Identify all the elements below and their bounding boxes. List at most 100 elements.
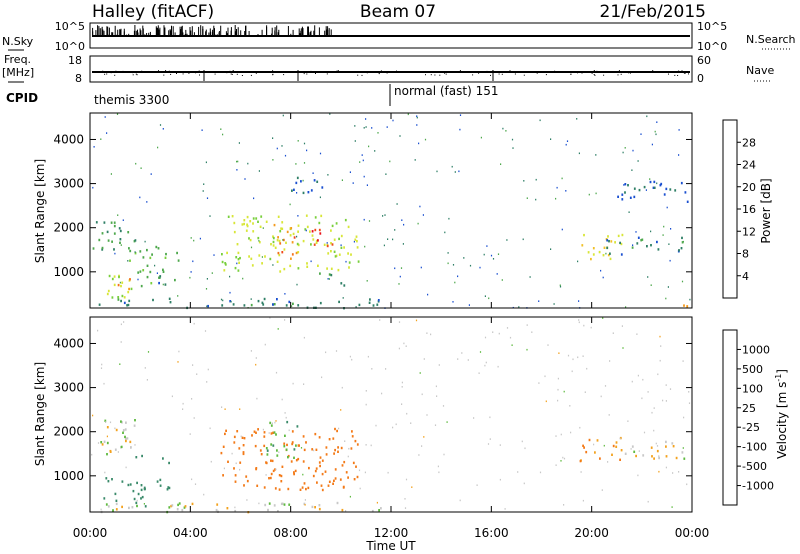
velocity-echo-cell — [103, 497, 106, 500]
power-echo-cell — [681, 241, 684, 244]
nave-dot — [97, 71, 99, 73]
velocity-echo-cell — [106, 453, 108, 456]
velocity-echo-cell — [624, 452, 627, 455]
power-echo-cell — [116, 113, 119, 115]
power-echo-cell — [120, 284, 122, 288]
velocity-echo-cell — [659, 335, 661, 338]
power-echo-cell — [338, 237, 340, 241]
velocity-echo-cell — [348, 447, 350, 450]
power-echo-cell — [318, 228, 321, 232]
power-echo-cell — [269, 257, 272, 261]
power-echo-cell — [427, 293, 429, 296]
velocity-echo-cell — [352, 461, 355, 465]
nave-dot — [366, 72, 368, 74]
nave-tick-bottom: 0 — [697, 72, 704, 85]
velocity-echo-cell — [662, 399, 664, 402]
power-echo-cell — [119, 241, 121, 244]
velocity-echo-cell — [274, 487, 277, 490]
velocity-echo-cell — [292, 382, 294, 385]
power-echo-cell — [529, 276, 531, 278]
velocity-echo-cell — [194, 483, 197, 485]
power-echo-cell — [479, 266, 481, 269]
nave-dot — [337, 70, 339, 72]
power-echo-cell — [272, 137, 274, 139]
velocity-echo-cell — [117, 451, 119, 453]
power-echo-cell — [363, 218, 365, 221]
power-echo-cell — [556, 186, 558, 189]
velocity-echo-cell — [341, 464, 344, 467]
velocity-echo-cell — [227, 460, 229, 463]
velocity-echo-cell — [423, 358, 425, 360]
power-echo-cell — [258, 254, 261, 257]
power-echo-cell — [146, 264, 149, 267]
velocity-echo-cell — [192, 364, 194, 366]
power-echo-cell — [451, 165, 453, 168]
velocity-echo-cell — [509, 336, 512, 339]
velocity-echo-cell — [335, 350, 338, 352]
velocity-echo-cell — [651, 455, 653, 458]
velocity-echo-cell — [181, 508, 184, 512]
power-echo-cell — [663, 193, 666, 196]
power-echo-cell — [327, 252, 330, 255]
velocity-echo-cell — [665, 400, 667, 402]
power-echo-cell — [621, 233, 624, 237]
power-echo-cell — [377, 300, 380, 303]
velocity-echo-cell — [270, 459, 272, 462]
power-echo-cell — [338, 300, 340, 304]
velocity-echo-cell — [124, 428, 127, 431]
velocity-echo-cell — [250, 350, 252, 352]
power-echo-cell — [297, 215, 299, 217]
nsky-tick-top: 10^5 — [55, 20, 85, 33]
velocity-echo-cell — [104, 419, 107, 422]
power-echo-cell — [113, 221, 116, 224]
power-echo-cell — [224, 263, 227, 266]
power-echo-cell — [628, 211, 630, 213]
velocity-echo-cell — [656, 445, 659, 447]
velocity-echo-cell — [365, 390, 367, 392]
nave-dot — [581, 72, 583, 74]
power-echo-cell — [205, 161, 207, 164]
velocity-echo-cell — [328, 438, 331, 441]
velocity-echo-cell — [162, 457, 164, 460]
velocity-echo-cell — [438, 364, 440, 366]
power-echo-cell — [318, 221, 321, 225]
velocity-echo-cell — [351, 358, 353, 361]
velocity-echo-cell — [104, 471, 106, 474]
velocity-echo-cell — [583, 324, 585, 327]
velocity-echo-cell — [340, 446, 343, 450]
power-echo-cell — [347, 252, 349, 255]
power-echo-cell — [281, 145, 283, 147]
power-echo-cell — [110, 221, 113, 224]
power-echo-cell — [159, 124, 162, 126]
y-tick-label: 1000 — [53, 469, 84, 483]
velocity-echo-cell — [426, 414, 428, 416]
power-echo-cell — [650, 230, 652, 233]
velocity-echo-cell — [285, 448, 288, 451]
velocity-echo-cell — [130, 447, 132, 449]
power-y-axis-label: Slant Range [km] — [33, 159, 47, 263]
nave-dot — [114, 74, 116, 76]
velocity-echo-cell — [395, 423, 397, 426]
power-echo-cell — [127, 260, 129, 262]
velocity-echo-cell — [170, 504, 173, 508]
power-echo-cell — [326, 267, 328, 270]
power-echo-cell — [139, 196, 141, 199]
power-echo-cell — [627, 184, 629, 187]
velocity-colorbar-tick-label: 100 — [742, 382, 763, 395]
velocity-echo-cell — [567, 354, 570, 357]
nave-dot — [603, 74, 605, 76]
power-echo-cell — [296, 242, 299, 246]
velocity-echo-cell — [318, 504, 321, 507]
power-echo-cell — [192, 260, 194, 263]
power-echo-cell — [646, 115, 648, 118]
power-echo-cell — [394, 229, 396, 231]
freq-label-2: [MHz] — [2, 66, 34, 79]
velocity-echo-cell — [484, 336, 487, 339]
velocity-echo-cell — [492, 331, 494, 333]
velocity-echo-cell — [143, 503, 145, 505]
power-echo-cell — [261, 301, 264, 304]
velocity-echo-cell — [215, 508, 218, 512]
power-echo-cell — [623, 184, 625, 186]
velocity-echo-cell — [245, 475, 248, 478]
